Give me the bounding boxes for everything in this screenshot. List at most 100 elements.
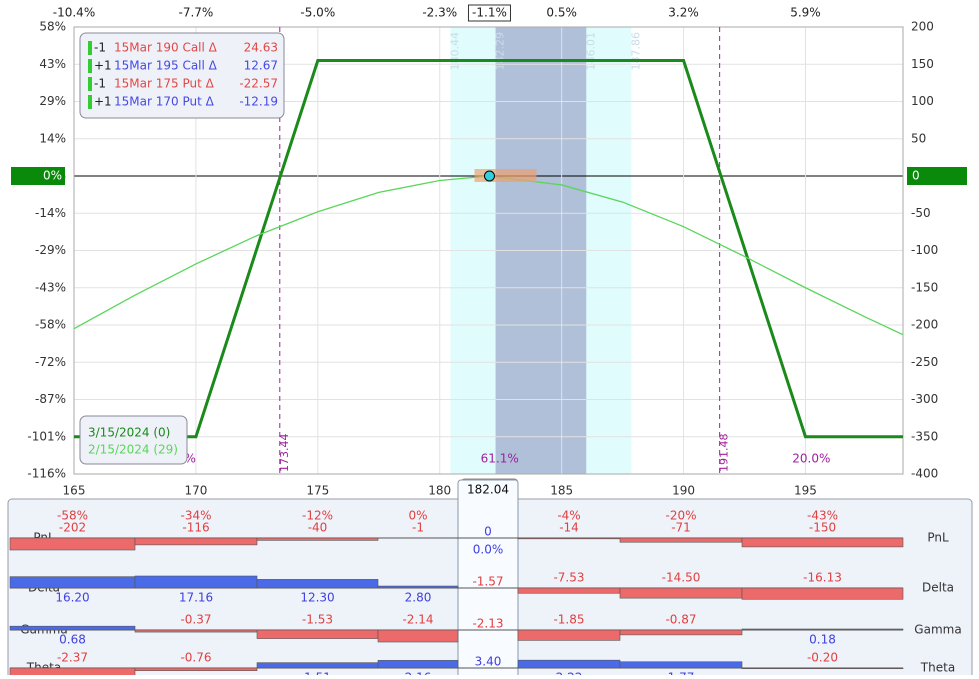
greek-value: -0.37 (180, 613, 211, 627)
greek-name: Theta (920, 661, 955, 675)
left-tick-label: -58% (35, 318, 66, 332)
x-tick-label: 185 (550, 484, 573, 498)
probability-label: 20.0% (792, 452, 830, 466)
x-tick-label: 175 (306, 484, 329, 498)
top-tick-label: -1.1% (472, 6, 507, 20)
greek-bar (620, 588, 742, 598)
current-x-label: 182.04 (467, 483, 509, 497)
current-range (474, 169, 536, 182)
greek-value: -202 (59, 521, 86, 535)
legend-qty: -1 (94, 77, 106, 91)
greek-name: Delta (922, 581, 954, 595)
greek-value: -1.85 (553, 613, 584, 627)
greek-bar (378, 660, 458, 668)
greek-value: -71 (671, 521, 691, 535)
greek-value: -2.37 (57, 651, 88, 665)
greek-value: -1.57 (472, 575, 503, 589)
greek-value: 17.16 (179, 591, 213, 605)
pnl-percent: -58% (57, 509, 88, 523)
legend-swatch (88, 59, 92, 73)
left-tick-label: -43% (35, 280, 66, 294)
greek-bar (378, 630, 458, 642)
x-tick-label: 165 (63, 484, 86, 498)
greek-value: -14 (559, 521, 579, 535)
legend-qty: +1 (94, 59, 112, 73)
probability-label: 61.1% (481, 452, 519, 466)
y-tick-label: 150 (911, 57, 934, 71)
greek-bar (135, 668, 257, 671)
breakeven-label: 173.44 (278, 434, 291, 473)
greek-value: 1.77 (668, 671, 695, 676)
greek-bar (135, 576, 257, 588)
left-tick-label: -72% (35, 355, 66, 369)
left-tick-label: 58% (39, 20, 66, 34)
greek-value: -40 (308, 521, 328, 535)
left-tick-label: -116% (27, 467, 66, 481)
legend-desc: 15Mar 190 Call Δ (114, 41, 218, 55)
current-point (484, 171, 494, 181)
greek-value: -0.87 (665, 613, 696, 627)
greek-value: 2.80 (405, 591, 432, 605)
y-tick-label: 50 (911, 131, 926, 145)
greek-value: -150 (809, 521, 836, 535)
greek-bar (742, 629, 903, 630)
pnl-percent: 0.0% (473, 543, 504, 557)
greek-bar (518, 538, 620, 539)
x-tick-label: 180 (428, 484, 451, 498)
pnl-percent: -43% (807, 509, 838, 523)
greek-bar (257, 579, 378, 588)
greek-value: -116 (182, 521, 209, 535)
greek-bar (742, 538, 903, 547)
band-label: 182.29 (494, 32, 507, 71)
greek-value: -2.14 (402, 613, 433, 627)
pnl-percent: -34% (180, 509, 211, 523)
greek-value: 0 (484, 525, 492, 539)
greek-name: PnL (927, 531, 949, 545)
left-tick-label: 29% (39, 94, 66, 108)
y-tick-label: -300 (911, 392, 938, 406)
date-legend-entry: 2/15/2024 (29) (88, 443, 178, 457)
greek-bar (10, 577, 135, 588)
y-tick-label: -350 (911, 429, 938, 443)
pnl-percent: -4% (557, 509, 580, 523)
legend-delta: -12.19 (239, 95, 278, 109)
top-tick-label: -5.0% (300, 6, 335, 20)
y-tick-label: -150 (911, 280, 938, 294)
legend-desc: 15Mar 195 Call Δ (114, 59, 218, 73)
greek-bar (518, 630, 620, 640)
greek-bar (10, 626, 135, 630)
y-tick-label: -50 (911, 206, 931, 220)
greek-bar (518, 660, 620, 668)
y-tick-label: -100 (911, 243, 938, 257)
legend-swatch (88, 41, 92, 55)
greek-bar (620, 630, 742, 635)
left-tick-label: 14% (39, 131, 66, 145)
top-tick-label: 5.9% (790, 6, 821, 20)
greek-bar (518, 588, 620, 593)
band-label: 187.86 (629, 32, 642, 71)
left-tick-label: 43% (39, 57, 66, 71)
breakeven-label: 191.48 (718, 434, 731, 473)
legend-qty: -1 (94, 41, 106, 55)
legend-delta: 12.67 (244, 59, 278, 73)
pnl-percent: -12% (302, 509, 333, 523)
left-tick-label: -101% (27, 429, 66, 443)
greek-bar (620, 662, 742, 668)
greek-value: -14.50 (662, 571, 701, 585)
greek-bar (742, 588, 903, 599)
y-tick-label: 100 (911, 94, 934, 108)
greek-bar (257, 663, 378, 668)
legend-swatch (88, 77, 92, 91)
pnl-percent: 0% (408, 509, 427, 523)
greek-value: 0.18 (809, 633, 836, 647)
greek-value: -1 (412, 521, 424, 535)
y-tick-label: 200 (911, 20, 934, 34)
greek-bar (135, 630, 257, 632)
greek-value: -0.76 (180, 651, 211, 665)
greek-value: 12.30 (300, 591, 334, 605)
x-tick-label: 190 (672, 484, 695, 498)
date-legend (80, 416, 187, 464)
legend-delta: -22.57 (239, 77, 278, 91)
